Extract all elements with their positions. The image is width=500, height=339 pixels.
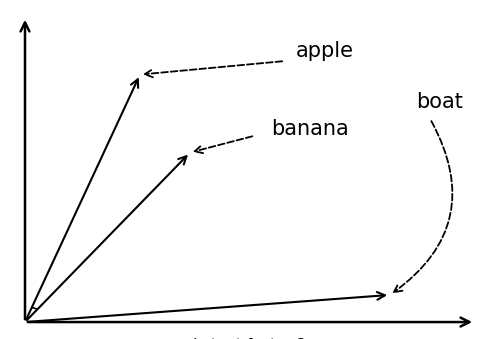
Text: banana: banana	[271, 119, 349, 139]
Text: boat: boat	[416, 92, 464, 112]
Text: apple: apple	[296, 41, 354, 61]
Text: Latent factor 2: Latent factor 2	[194, 338, 306, 339]
